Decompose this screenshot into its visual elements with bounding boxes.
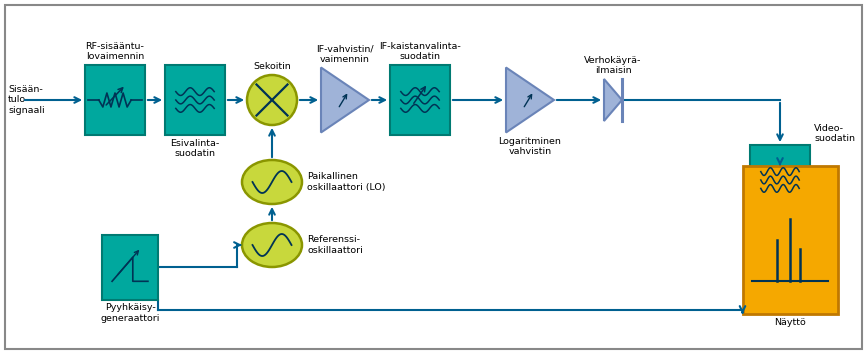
Text: Sisään-
tulo-
signaali: Sisään- tulo- signaali [8, 85, 44, 115]
Polygon shape [506, 68, 554, 132]
Text: Video-
suodatin: Video- suodatin [814, 124, 855, 143]
Circle shape [247, 75, 297, 125]
FancyBboxPatch shape [742, 166, 838, 314]
Text: Pyyhkäisy-
generaattori: Pyyhkäisy- generaattori [101, 303, 160, 323]
Polygon shape [321, 68, 369, 132]
Text: Verhokäyrä-
ilmaisin: Verhokäyrä- ilmaisin [584, 56, 642, 75]
FancyBboxPatch shape [85, 65, 145, 135]
Text: Esivalinta-
suodatin: Esivalinta- suodatin [171, 139, 219, 158]
Text: Paikallinen
oskillaattori (LO): Paikallinen oskillaattori (LO) [307, 172, 386, 192]
Text: IF-vahvistin/
vaimennin: IF-vahvistin/ vaimennin [316, 44, 374, 63]
Text: Referenssi-
oskillaattori: Referenssi- oskillaattori [307, 235, 362, 255]
FancyBboxPatch shape [165, 65, 225, 135]
FancyBboxPatch shape [390, 65, 450, 135]
FancyBboxPatch shape [102, 234, 158, 299]
Text: Sekoitin: Sekoitin [253, 62, 290, 71]
FancyBboxPatch shape [750, 145, 810, 215]
Text: IF-kaistanvalinta-
suodatin: IF-kaistanvalinta- suodatin [379, 42, 461, 61]
Ellipse shape [242, 223, 302, 267]
Text: Logaritminen
vahvistin: Logaritminen vahvistin [499, 137, 562, 156]
Ellipse shape [242, 160, 302, 204]
Polygon shape [604, 79, 622, 121]
Text: Näyttö: Näyttö [774, 318, 805, 327]
Text: RF-sisääntu-
lovaimennin: RF-sisääntu- lovaimennin [86, 42, 145, 61]
